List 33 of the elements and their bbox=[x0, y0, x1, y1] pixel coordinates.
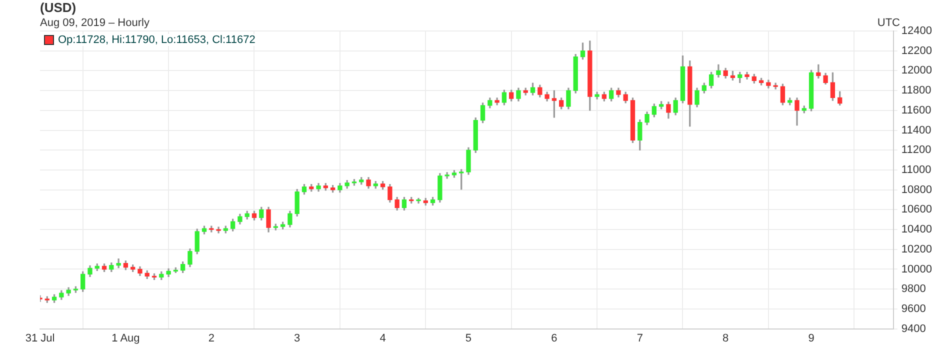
y-tick-label: 11400 bbox=[901, 124, 932, 136]
candlestick bbox=[216, 226, 221, 234]
y-tick-label: 11800 bbox=[901, 84, 932, 97]
candlestick bbox=[773, 82, 778, 90]
x-tick-label: 5 bbox=[465, 332, 472, 344]
x-tick-label: 4 bbox=[380, 332, 386, 344]
y-tick-label: 9600 bbox=[901, 302, 926, 315]
chart-subtitle: Aug 09, 2019 – Hourly bbox=[40, 17, 150, 29]
y-tick-label: 10400 bbox=[901, 224, 932, 236]
y-tick-label: 10200 bbox=[901, 243, 932, 256]
y-tick-label: 12200 bbox=[901, 44, 932, 57]
x-tick-label: 8 bbox=[722, 332, 729, 344]
annotation: Op:11728, Hi:11790, Lo:11653, Cl:11672 bbox=[58, 34, 256, 46]
chart-title: (USD) bbox=[40, 0, 76, 15]
candlestick bbox=[816, 64, 821, 78]
y-tick-label: 11000 bbox=[901, 164, 932, 176]
x-tick-label: 1 Aug bbox=[112, 332, 140, 344]
y-tick-label: 11200 bbox=[901, 144, 932, 156]
x-tick-label: 9 bbox=[808, 332, 814, 344]
text: UTC bbox=[877, 17, 900, 29]
x-tick-label: 7 bbox=[636, 332, 643, 344]
y-tick-label: 10000 bbox=[901, 263, 932, 276]
y-tick-label: 9400 bbox=[901, 322, 926, 335]
x-tick-label: 3 bbox=[294, 332, 300, 344]
x-tick-label: 31 Jul bbox=[25, 332, 55, 344]
y-tick-label: 12000 bbox=[901, 64, 932, 77]
y-tick-label: 10600 bbox=[901, 204, 932, 216]
y-tick-label: 12400 bbox=[901, 25, 932, 38]
x-tick-label: 2 bbox=[208, 332, 214, 344]
y-tick-label: 11600 bbox=[901, 104, 932, 116]
x-tick-label: 6 bbox=[551, 332, 558, 344]
y-tick-label: 9800 bbox=[901, 283, 926, 296]
y-tick-label: 10800 bbox=[901, 184, 932, 196]
